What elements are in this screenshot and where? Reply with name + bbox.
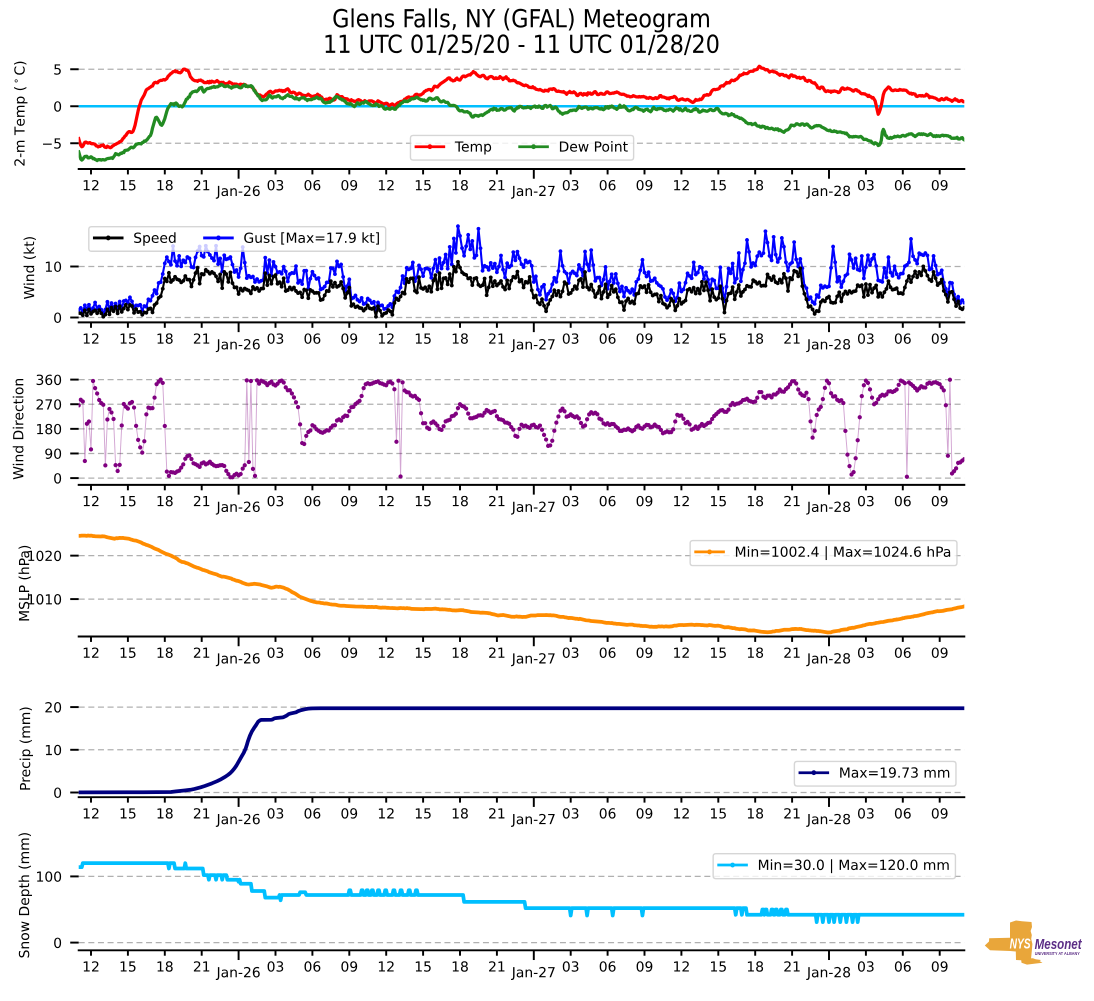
svg-text:NYS: NYS	[1010, 937, 1031, 953]
svg-text:Mesonet: Mesonet	[1035, 936, 1083, 953]
svg-text:UNIVERSITY AT ALBANY: UNIVERSITY AT ALBANY	[1035, 951, 1080, 956]
